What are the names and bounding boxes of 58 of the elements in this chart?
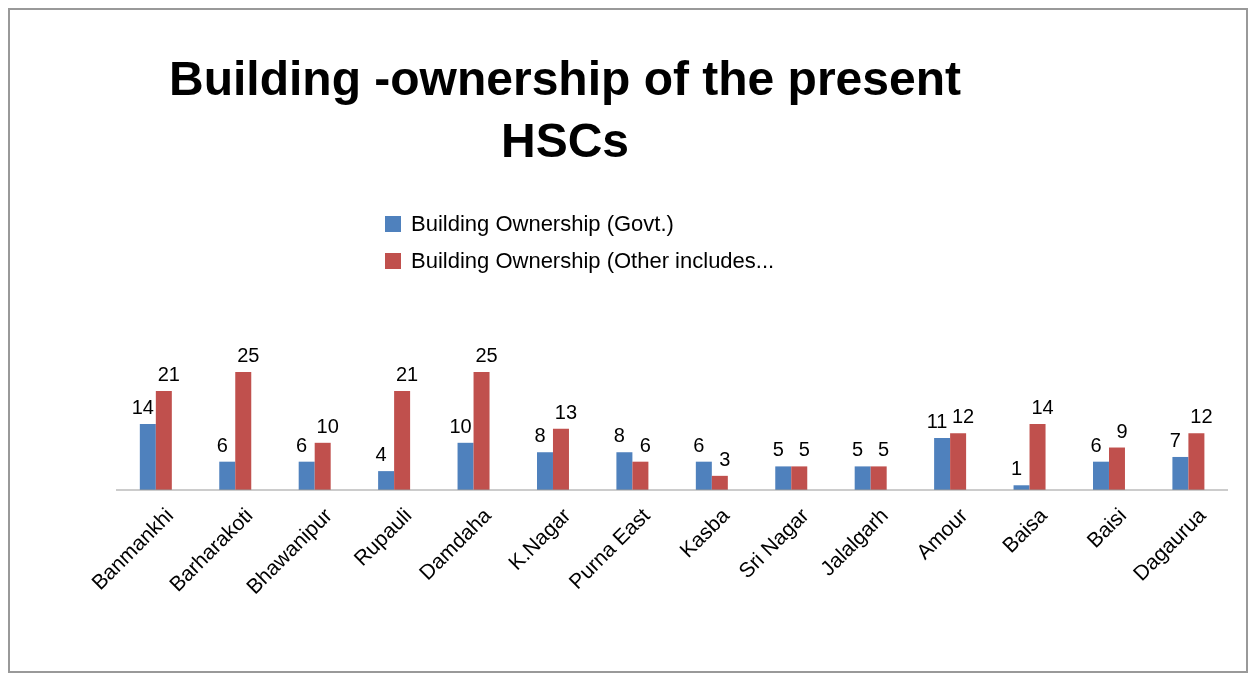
bar — [711, 475, 728, 490]
data-label: 6 — [639, 433, 651, 456]
bar — [552, 428, 569, 490]
data-label: 6 — [693, 433, 705, 456]
bar — [298, 461, 315, 490]
bar — [934, 438, 951, 490]
bar — [695, 461, 712, 490]
bar — [536, 452, 553, 490]
data-label: 1 — [1010, 457, 1023, 480]
data-label: 6 — [296, 433, 308, 456]
bar — [155, 390, 172, 490]
data-label: 5 — [852, 438, 864, 461]
data-label: 8 — [534, 424, 546, 447]
data-label: 4 — [375, 443, 387, 466]
bar — [1092, 461, 1109, 490]
data-label: 25 — [237, 344, 260, 366]
data-label: 10 — [316, 414, 339, 437]
data-label: 11 — [926, 410, 948, 433]
bar — [1188, 433, 1205, 490]
data-label: 12 — [1190, 405, 1213, 428]
data-label: 21 — [395, 362, 419, 385]
data-label: 6 — [1090, 433, 1102, 456]
bar — [1172, 456, 1189, 490]
data-label: 14 — [131, 395, 154, 418]
bar — [854, 466, 871, 490]
data-label: 5 — [772, 438, 784, 461]
data-label: 12 — [951, 405, 975, 428]
bar — [314, 442, 331, 490]
data-label: 6 — [216, 433, 228, 456]
bar — [394, 390, 411, 490]
bar — [378, 471, 395, 490]
bar — [219, 461, 236, 490]
data-label: 9 — [1116, 419, 1128, 442]
data-label: 21 — [157, 362, 180, 385]
bar — [1108, 447, 1125, 490]
legend-label: Building Ownership (Other includes... — [411, 247, 775, 275]
bar — [616, 452, 633, 490]
bar — [457, 442, 474, 490]
data-label: 5 — [878, 438, 890, 461]
data-label: 5 — [798, 438, 810, 461]
chart-title: Building -ownership of the present HSCs — [168, 51, 962, 169]
bar — [950, 433, 967, 490]
data-label: 25 — [475, 344, 498, 366]
bar — [870, 466, 887, 490]
bar — [473, 372, 490, 490]
bar — [632, 461, 649, 490]
bar — [235, 372, 252, 490]
bar — [1029, 423, 1046, 490]
legend-label: Building Ownership (Govt.) — [411, 210, 674, 238]
data-label: 8 — [613, 424, 625, 447]
data-label: 13 — [554, 400, 578, 423]
data-label: 14 — [1031, 395, 1054, 418]
bar — [139, 423, 156, 490]
data-label: 7 — [1169, 428, 1181, 451]
bar — [775, 466, 792, 490]
bar — [791, 466, 808, 490]
data-label: 10 — [449, 414, 472, 437]
data-label: 3 — [719, 447, 731, 470]
